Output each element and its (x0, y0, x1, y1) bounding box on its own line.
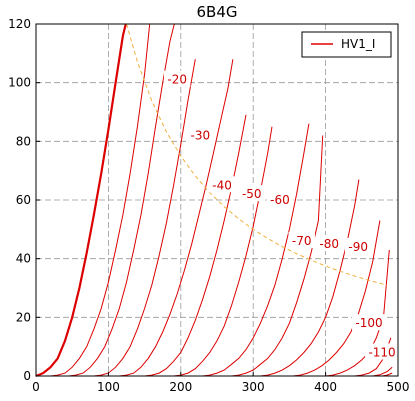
curve-label-bg (365, 343, 400, 360)
x-tick-label: 200 (169, 380, 192, 394)
curve-label: -50 (242, 187, 262, 201)
y-tick-label: 40 (16, 252, 31, 266)
curve-label-bg (187, 126, 214, 143)
grid-bias-labels: -20 -30 -40 -50 -60 -70 -80 -90 -100 -110 (163, 70, 400, 360)
plate-curve--60 (36, 126, 273, 377)
y-tick-label: 120 (8, 17, 31, 31)
curve-label: -20 (167, 73, 187, 87)
curve-label: -60 (270, 193, 290, 207)
plate-dissipation-curve (126, 23, 388, 286)
plate-curve--100 (36, 220, 381, 377)
curve-label-bg (238, 185, 266, 202)
curve-label-bg (352, 314, 387, 331)
curve-label: -40 (212, 178, 232, 192)
curve-label: -70 (292, 234, 312, 248)
plate-curve--110 (36, 249, 390, 377)
curve-label: -110 (368, 346, 395, 360)
x-tick-label: 0 (32, 380, 40, 394)
y-tick-label: 20 (16, 310, 31, 324)
axis-ticks: 0 100 200 300 400 500 0 20 40 60 80 100 120 (8, 17, 409, 394)
curve-label-bg (344, 237, 372, 254)
plate-curve--80 (36, 135, 324, 377)
y-tick-label: 100 (8, 76, 31, 90)
plate-curve--70 (36, 123, 310, 377)
curve-label: -90 (348, 240, 368, 254)
x-tick-label: 500 (387, 380, 410, 394)
grid-lines (36, 24, 398, 376)
chart-title: 6B4G (196, 3, 237, 21)
curve-label-bg (208, 176, 236, 193)
plate-curve--90 (36, 179, 360, 377)
plate-curve--10 (36, 23, 151, 377)
plate-curve--50 (36, 114, 247, 377)
curve-label: -100 (355, 316, 382, 330)
x-tick-label: 100 (97, 380, 120, 394)
curve-label: -30 (191, 128, 211, 142)
plate-curve--30 (36, 59, 196, 377)
x-tick-label: 300 (242, 380, 265, 394)
plate-curve-0 (35, 23, 127, 378)
y-tick-label: 80 (16, 134, 31, 148)
x-tick-label: 400 (314, 380, 337, 394)
plate-curve--120 (36, 337, 392, 377)
y-tick-label: 60 (16, 193, 31, 207)
curve-label-bg (163, 70, 191, 87)
curve-label: -80 (319, 237, 339, 251)
legend: HV1_I (301, 31, 392, 58)
y-tick-label: 0 (23, 369, 31, 383)
plate-curve--20 (36, 23, 175, 377)
curve-label-bg (266, 191, 294, 207)
curve-label-bg (288, 232, 315, 249)
plate-curve--40 (36, 59, 234, 377)
legend-label: HV1_I (341, 37, 375, 51)
curve-label-bg (315, 235, 343, 251)
